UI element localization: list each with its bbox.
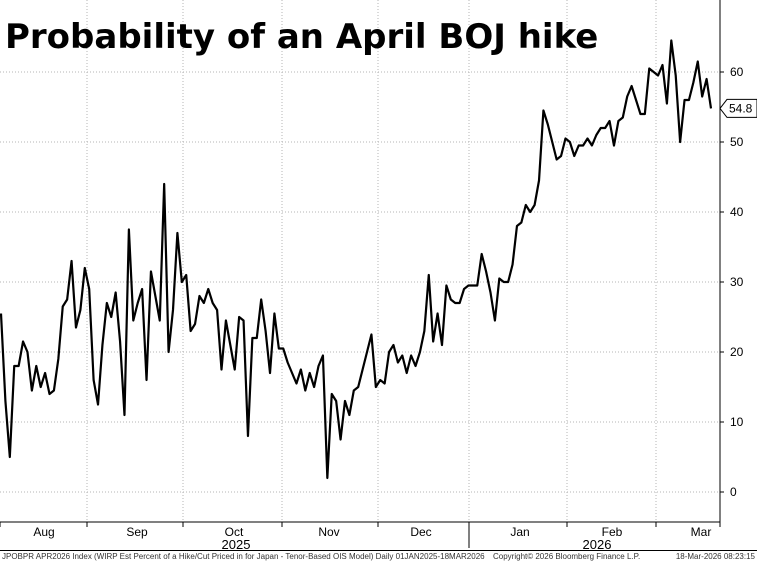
last-value-badge: 54.8	[719, 98, 757, 118]
chart-title: Probability of an April BOJ hike	[5, 17, 598, 57]
x-month-label: Jan	[510, 525, 529, 539]
x-month-label: Feb	[602, 525, 623, 539]
series-line	[0, 39, 713, 480]
y-tick-label: 40	[730, 205, 744, 219]
y-tick-label: 0	[730, 485, 737, 499]
x-month-label: Aug	[33, 525, 54, 539]
x-month-label: Dec	[410, 525, 431, 539]
x-month-label: Oct	[225, 525, 244, 539]
y-tick-label: 30	[730, 275, 744, 289]
y-tick-labels: 0 10 20 30 40 50 60	[720, 65, 744, 499]
y-tick-label: 50	[730, 135, 744, 149]
x-month-label: Sep	[126, 525, 148, 539]
x-year-label: 2025	[222, 537, 251, 552]
y-tick-label: 60	[730, 65, 744, 79]
y-tick-label: 10	[730, 415, 744, 429]
x-axis-labels: Aug Sep Oct Nov Dec Jan Feb Mar 2025 2026	[0, 522, 721, 552]
plot-frame	[0, 0, 757, 551]
footer-copyright: Copyright© 2026 Bloomberg Finance L.P.	[493, 552, 640, 561]
x-month-label: Nov	[318, 525, 339, 539]
series-layer	[0, 39, 713, 480]
x-year-label: 2026	[583, 537, 612, 552]
y-tick-label: 20	[730, 345, 744, 359]
last-value-label: 54.8	[729, 101, 753, 115]
last-value-box	[719, 98, 757, 118]
footer-timestamp: 18-Mar-2026 08:23:15	[676, 552, 756, 561]
footer-source: JPOBPR APR2026 Index (WIRP Est Percent o…	[2, 552, 485, 561]
x-month-label: Mar	[691, 525, 712, 539]
